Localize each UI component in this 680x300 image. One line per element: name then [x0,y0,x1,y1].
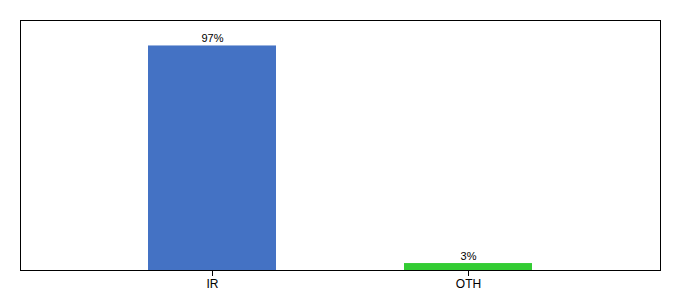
svg-text:IR: IR [207,277,219,291]
svg-text:97%: 97% [201,32,223,44]
svg-text:3%: 3% [461,250,477,262]
svg-text:OTH: OTH [456,277,481,291]
